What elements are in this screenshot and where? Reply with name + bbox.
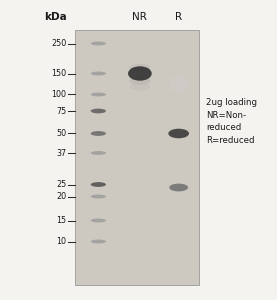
Ellipse shape <box>91 131 106 136</box>
Ellipse shape <box>91 109 106 113</box>
Ellipse shape <box>129 77 150 85</box>
Ellipse shape <box>91 71 106 75</box>
Text: 15: 15 <box>56 216 66 225</box>
Text: 250: 250 <box>51 39 66 48</box>
Text: kDa: kDa <box>44 13 66 22</box>
Text: NR: NR <box>132 13 147 22</box>
Ellipse shape <box>91 92 106 96</box>
Bar <box>75 30 199 285</box>
Ellipse shape <box>169 76 189 92</box>
Ellipse shape <box>91 41 106 45</box>
Text: 100: 100 <box>52 90 66 99</box>
Text: 25: 25 <box>56 180 66 189</box>
Ellipse shape <box>91 151 106 155</box>
Text: R: R <box>175 13 182 22</box>
Ellipse shape <box>91 239 106 244</box>
Text: 20: 20 <box>56 192 66 201</box>
Ellipse shape <box>91 195 106 199</box>
Ellipse shape <box>168 129 189 138</box>
Ellipse shape <box>129 83 150 91</box>
Text: 150: 150 <box>51 69 66 78</box>
Text: 37: 37 <box>56 148 66 158</box>
Text: 75: 75 <box>56 106 66 116</box>
Ellipse shape <box>91 218 106 223</box>
Text: 10: 10 <box>57 237 66 246</box>
Text: 2ug loading
NR=Non-
reduced
R=reduced: 2ug loading NR=Non- reduced R=reduced <box>206 98 257 145</box>
Ellipse shape <box>128 66 152 81</box>
Ellipse shape <box>91 182 106 187</box>
Ellipse shape <box>169 184 188 191</box>
Ellipse shape <box>129 64 150 71</box>
Text: 50: 50 <box>56 129 66 138</box>
